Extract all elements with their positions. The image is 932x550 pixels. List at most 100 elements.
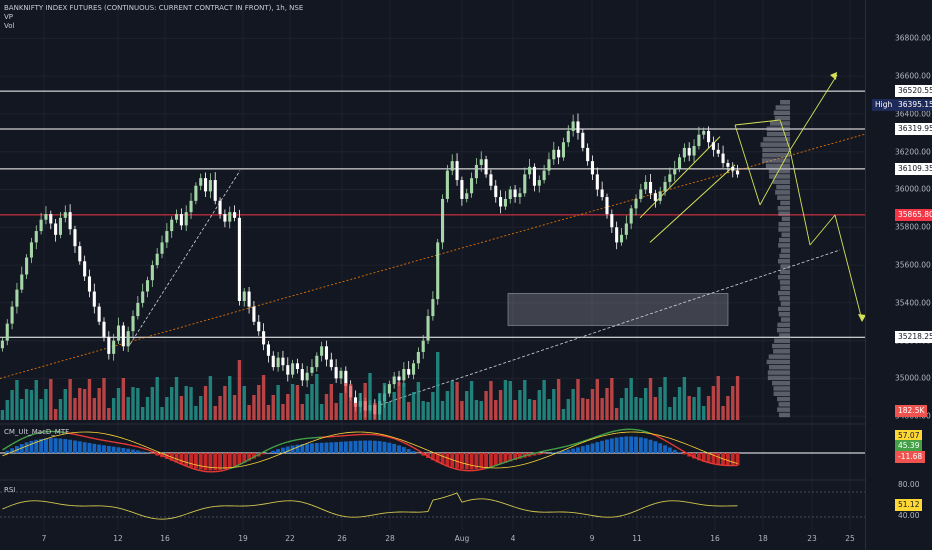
volume-bar	[10, 390, 14, 420]
macd-line-segment	[563, 445, 569, 448]
volume-profile-bar	[768, 168, 790, 174]
signal-line-segment	[248, 463, 255, 466]
candle-body	[421, 340, 425, 352]
time-axis-tick: 4	[510, 534, 516, 543]
rsi-line-segment	[11, 503, 18, 506]
candle-body	[228, 212, 232, 222]
candle-body	[460, 180, 464, 199]
candle-body	[271, 355, 275, 368]
macd-histogram-bar	[193, 453, 198, 469]
candle-body	[20, 274, 24, 290]
rsi-line-segment	[505, 503, 511, 507]
macd-histogram-bar	[430, 453, 435, 461]
candle-body	[165, 231, 169, 243]
candle-body	[484, 159, 488, 175]
rsi-line-segment	[587, 514, 593, 517]
macd-line-segment	[427, 455, 434, 460]
rsi-line-segment	[432, 498, 438, 501]
candle-body	[136, 302, 140, 317]
volume-bar	[39, 399, 43, 420]
signal-line-segment	[70, 432, 76, 434]
volume-profile-bar	[778, 211, 790, 216]
macd-line-segment	[514, 456, 521, 460]
signal-line-segment	[432, 451, 438, 455]
volume-bar	[668, 407, 672, 420]
high-label: High	[872, 99, 896, 111]
volume-bar	[315, 374, 319, 420]
candle-body	[257, 321, 261, 332]
volume-profile-bar	[773, 110, 790, 116]
signal-line-segment	[539, 457, 545, 461]
signal-line-segment	[515, 464, 521, 467]
candle-body	[513, 189, 517, 198]
signal-line-segment	[602, 434, 608, 437]
price-axis[interactable]	[865, 0, 932, 550]
rsi-pane	[0, 479, 865, 520]
macd-line-segment	[152, 450, 158, 454]
macd-histogram-bar	[227, 453, 232, 468]
candle-body	[479, 159, 483, 165]
indicator-vol-label[interactable]: Vol	[4, 22, 15, 30]
macd-histogram-bar	[242, 453, 247, 463]
volume-profile-bar	[776, 327, 790, 333]
support-zone-box	[507, 293, 729, 326]
signal-line-segment	[282, 450, 288, 454]
volume-bar	[15, 380, 19, 420]
volume-bar	[677, 387, 682, 420]
macd-line-segment	[505, 459, 511, 463]
macd-line-segment	[698, 458, 704, 462]
macd-line-segment	[243, 459, 250, 463]
candle-body	[155, 253, 159, 266]
signal-line-segment	[587, 438, 593, 442]
rsi-line-segment	[166, 517, 172, 520]
volume-bar	[387, 402, 392, 420]
macd-histogram-bar	[87, 443, 92, 453]
volume-profile-bar	[766, 359, 790, 365]
candle-body	[736, 170, 740, 175]
macd-histogram-bar	[696, 453, 701, 461]
time-axis-tick: 16	[710, 534, 720, 543]
candle-body	[552, 149, 556, 160]
macd-line-segment	[592, 435, 598, 439]
signal-line-segment	[316, 437, 322, 441]
volume-profile-bar	[778, 402, 790, 407]
macd-histogram-bar	[653, 441, 658, 453]
volume-bar	[126, 397, 130, 420]
candle-body	[450, 161, 454, 171]
macd-histogram-bar	[682, 453, 687, 455]
rsi-line-segment	[132, 512, 138, 515]
macd-line-segment	[452, 467, 458, 471]
macd-line-segment	[403, 441, 410, 446]
volume-bar	[436, 352, 440, 420]
rsi-line-segment	[273, 501, 279, 503]
volume-profile-bar	[778, 312, 790, 317]
left-trendline	[129, 170, 241, 345]
macd-histogram-bar	[667, 447, 672, 453]
macd-line-segment	[640, 429, 646, 433]
macd-histogram-bar	[237, 453, 242, 465]
volume-bar	[29, 390, 34, 420]
volume-profile-bar	[769, 174, 790, 179]
candle-body	[49, 214, 53, 224]
rsi-line-segment	[258, 503, 264, 506]
macd-histogram-bar	[479, 453, 484, 469]
candle-body	[673, 168, 677, 175]
macd-histogram-bar	[198, 453, 203, 470]
signal-line-segment	[21, 445, 27, 449]
macd-histogram-bar	[73, 440, 77, 453]
volume-bar	[614, 408, 619, 420]
price-axis-tick: 35400.00	[895, 298, 931, 308]
macd-indicator-label[interactable]: CM_Ult_MacD_MTF	[4, 428, 70, 436]
indicator-vp-label[interactable]: VP	[4, 13, 14, 21]
macd-histogram-bar	[387, 442, 392, 453]
candle-body	[324, 346, 329, 360]
signal-line-segment	[403, 440, 409, 443]
rsi-indicator-label[interactable]: RSI	[4, 486, 16, 494]
volume-bar	[532, 400, 537, 420]
candle-body	[189, 200, 193, 213]
macd-histogram-bar	[295, 444, 300, 453]
level-price-tag: 36319.95	[895, 123, 932, 136]
macd-histogram-bar	[174, 453, 179, 463]
volume-bar	[469, 381, 474, 420]
